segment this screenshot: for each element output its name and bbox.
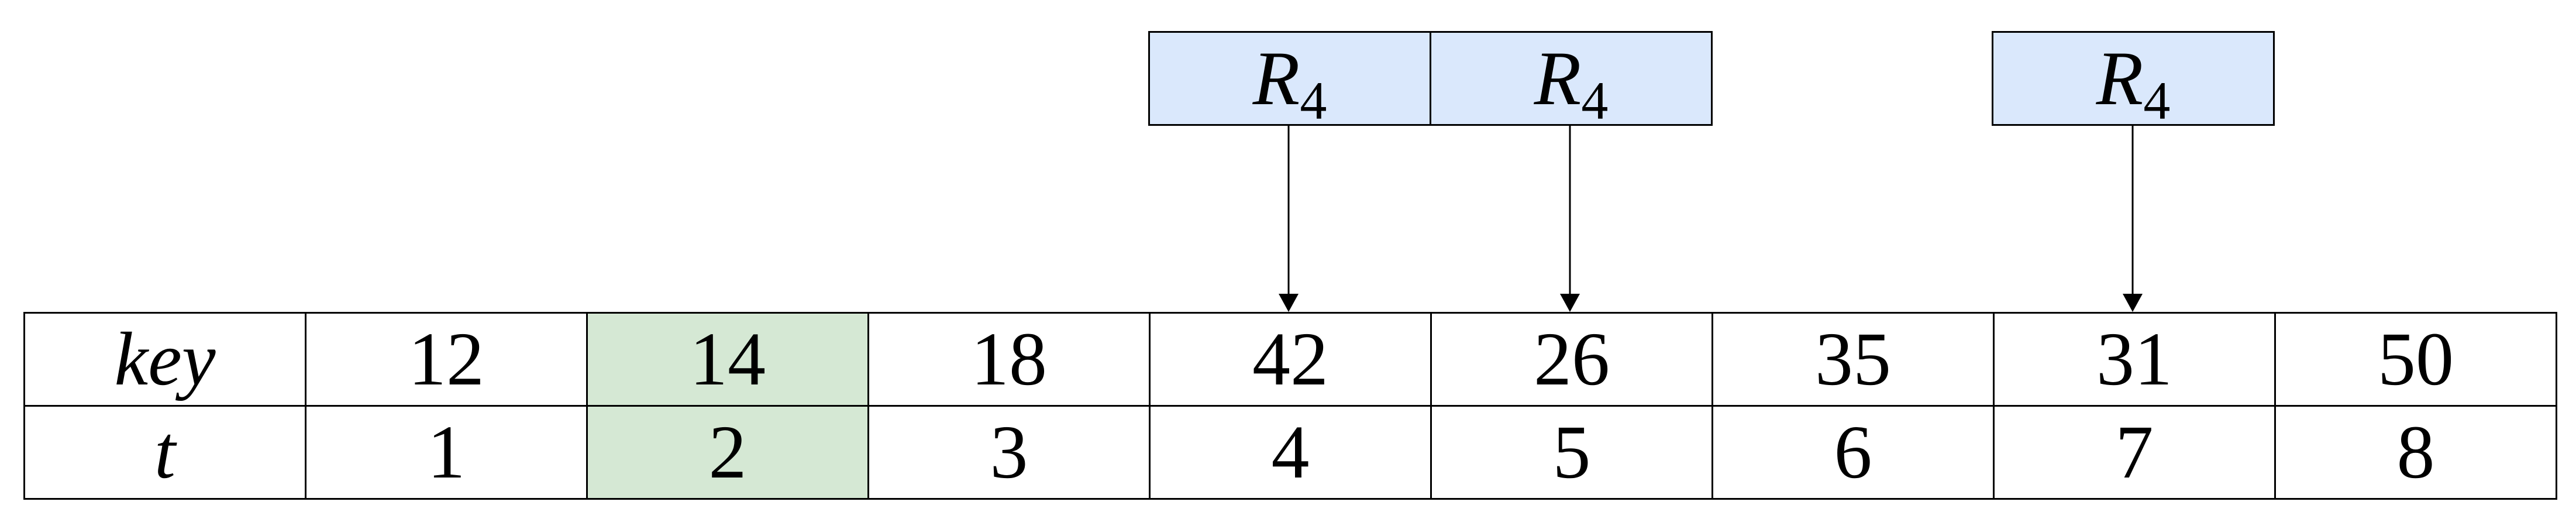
- t-cell-6: 6: [1711, 405, 1995, 500]
- tag-letter: R: [1252, 35, 1300, 121]
- key-cell-5: 26: [1430, 312, 1713, 407]
- t-cell-8: 8: [2274, 405, 2557, 500]
- tag-subscript: 4: [1300, 71, 1327, 130]
- key-cell-8: 50: [2274, 312, 2557, 407]
- key-cell-3: 18: [867, 312, 1151, 407]
- t-cell-2: 2: [586, 405, 869, 500]
- key-cell-6: 35: [1711, 312, 1995, 407]
- key-cell-1: 12: [305, 312, 588, 407]
- t-cell-5: 5: [1430, 405, 1713, 500]
- key-cell-7: 31: [1993, 312, 2276, 407]
- tag-letter: R: [2096, 35, 2144, 121]
- t-row: t 1 2 3 4 5 6 7 8: [23, 405, 2557, 500]
- arrow-2: [1560, 126, 1580, 312]
- row-label-key: key: [23, 312, 306, 407]
- t-cell-1: 1: [305, 405, 588, 500]
- key-time-table: key 12 14 18 42 26 35 31 50 t 1 2 3 4 5 …: [23, 312, 2557, 500]
- arrow-3: [2123, 126, 2143, 312]
- row-label-t: t: [23, 405, 306, 500]
- t-cell-7: 7: [1993, 405, 2276, 500]
- tag-subscript: 4: [1581, 71, 1609, 130]
- tag-subscript: 4: [2143, 71, 2171, 130]
- t-cell-3: 3: [867, 405, 1151, 500]
- tag-letter: R: [1534, 35, 1582, 121]
- t-cell-4: 4: [1149, 405, 1432, 500]
- arrow-1: [1279, 126, 1299, 312]
- key-cell-4: 42: [1149, 312, 1432, 407]
- key-row: key 12 14 18 42 26 35 31 50: [23, 312, 2557, 407]
- key-cell-2: 14: [586, 312, 869, 407]
